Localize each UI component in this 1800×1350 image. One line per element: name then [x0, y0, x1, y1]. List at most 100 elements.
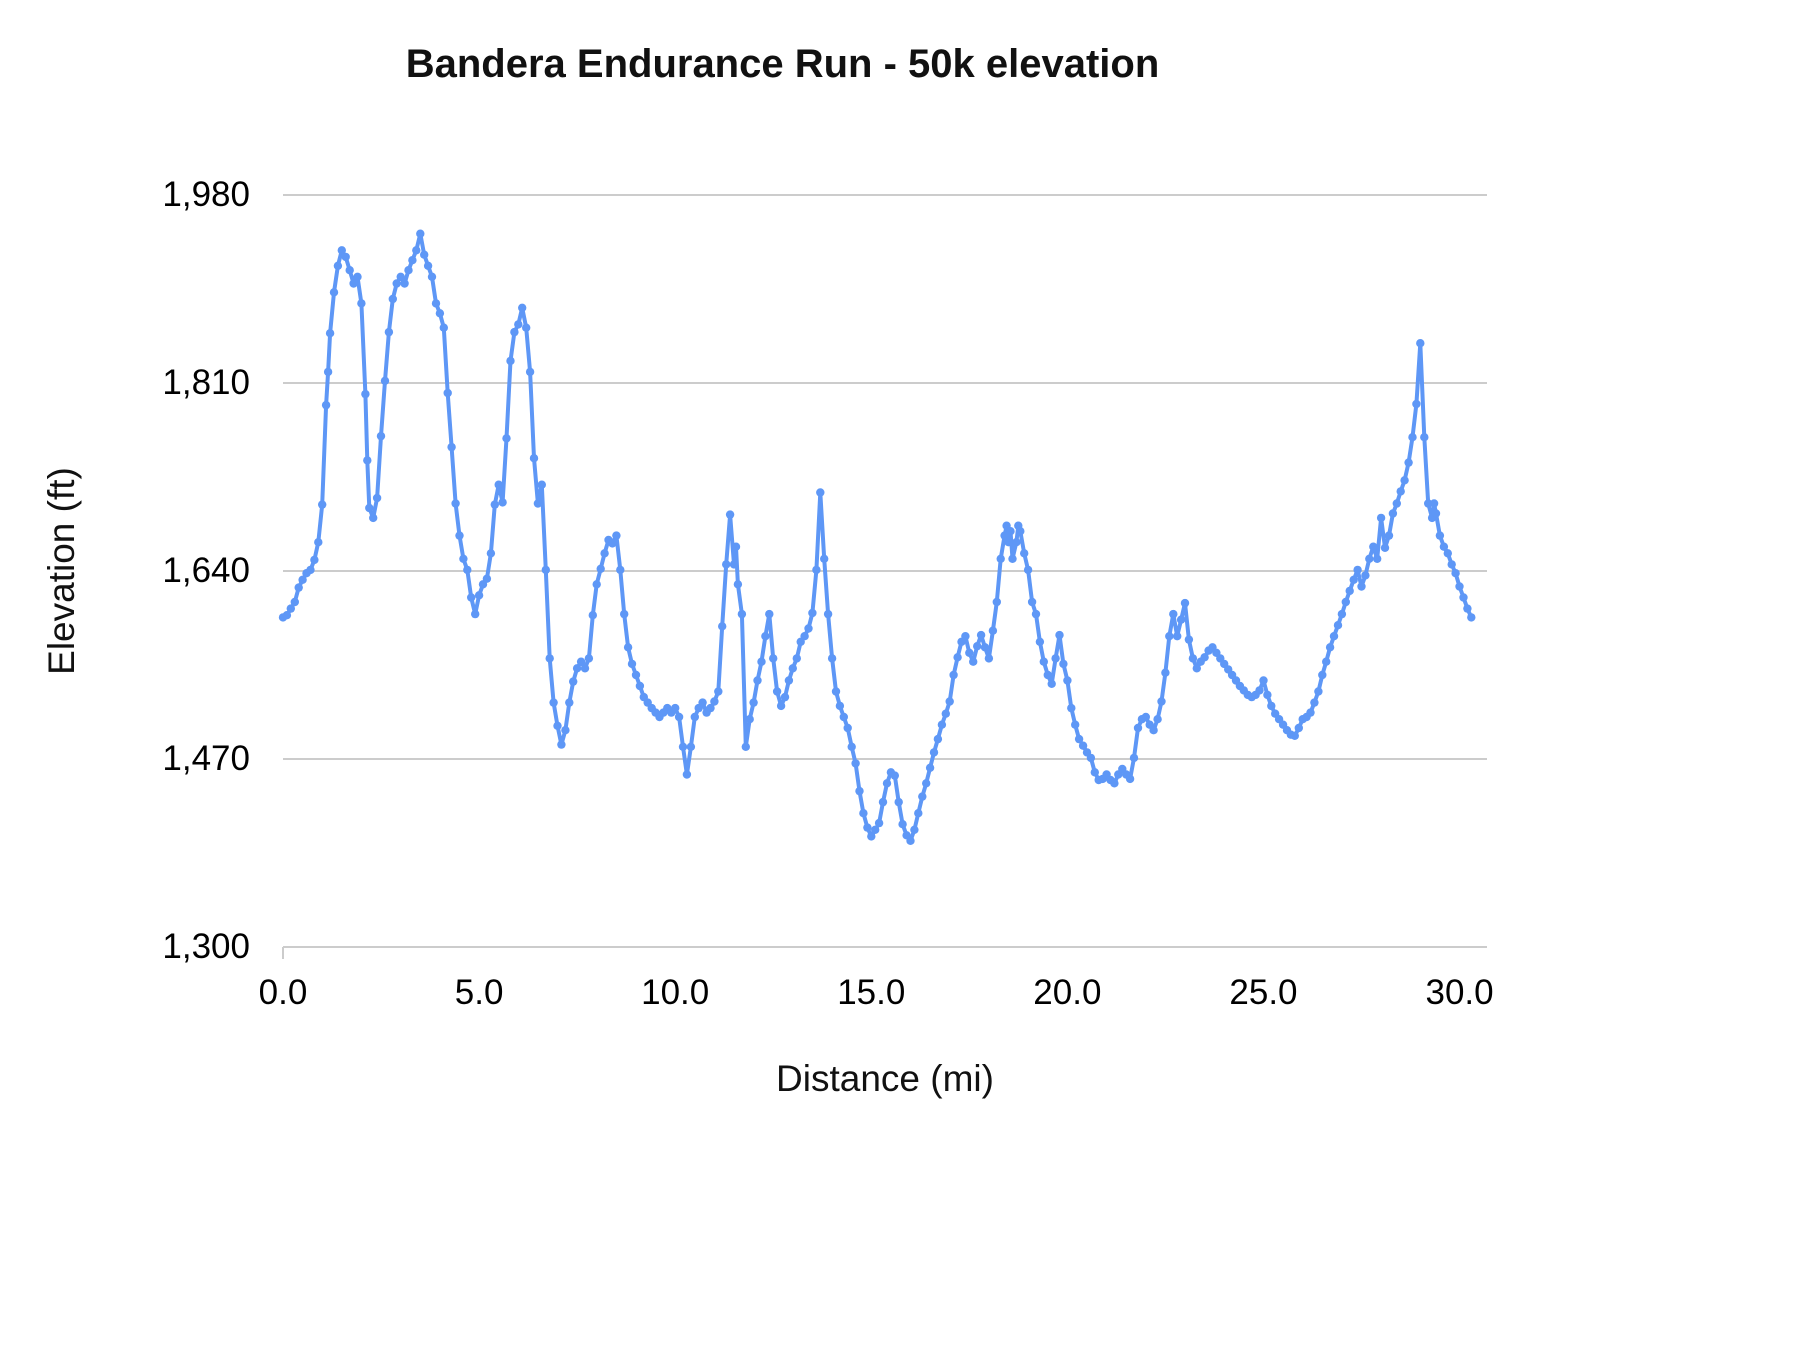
series-point	[631, 670, 641, 680]
series-point	[580, 664, 590, 673]
series-point	[1031, 609, 1041, 619]
series-point	[725, 510, 735, 519]
y-tick-label: 1,470	[162, 739, 250, 778]
series-point	[894, 797, 903, 807]
series-point	[553, 721, 562, 730]
series-point	[941, 709, 950, 718]
series-point	[435, 309, 445, 318]
series-point	[408, 256, 417, 265]
series-point	[682, 770, 692, 779]
x-tick-label: 25.0	[1229, 973, 1298, 1012]
series-point	[423, 261, 433, 270]
series-point	[1055, 630, 1064, 640]
series-point	[761, 632, 770, 641]
series-point	[718, 622, 727, 631]
series-point	[1314, 687, 1323, 696]
series-point	[800, 632, 809, 641]
series-point	[1059, 659, 1068, 669]
series-point	[365, 503, 374, 513]
series-point	[1063, 676, 1072, 685]
series-point	[1408, 433, 1417, 442]
series-point	[404, 266, 413, 275]
series-point	[973, 642, 982, 651]
series-point	[1325, 643, 1335, 652]
series-point	[306, 565, 315, 575]
series-point	[1290, 731, 1300, 740]
series-point	[282, 611, 292, 620]
series-point	[1016, 527, 1025, 536]
series-point	[1318, 670, 1327, 680]
series-point	[731, 542, 741, 551]
series-point	[592, 580, 601, 589]
series-point	[874, 818, 884, 828]
series-point	[1392, 499, 1402, 508]
series-point	[678, 742, 688, 751]
series-point	[690, 712, 699, 722]
series-point	[427, 272, 437, 281]
series-point	[1067, 703, 1076, 713]
series-point	[451, 499, 460, 508]
series-point	[792, 654, 801, 663]
series-point	[765, 609, 774, 619]
series-point	[616, 565, 625, 575]
series-point	[1157, 697, 1166, 706]
x-tick-label: 5.0	[454, 973, 504, 1012]
series-point	[772, 687, 782, 696]
series-point	[572, 664, 582, 673]
series-point	[1424, 499, 1433, 508]
series-point	[816, 488, 825, 497]
series-point	[576, 657, 586, 666]
series-point	[627, 659, 637, 669]
series-point	[482, 574, 492, 583]
series-point	[914, 809, 923, 818]
series-point	[831, 687, 841, 696]
series-point	[855, 786, 864, 796]
series-point	[490, 500, 499, 509]
series-point	[745, 715, 754, 724]
series-point	[1039, 657, 1049, 666]
series-point	[1353, 565, 1362, 575]
series-point	[945, 697, 954, 706]
series-point	[1443, 549, 1453, 558]
series-point	[1373, 554, 1382, 563]
series-point	[1337, 609, 1347, 619]
series-point	[1384, 531, 1394, 540]
series-point	[439, 323, 448, 332]
series-point	[729, 560, 739, 569]
series-point	[1090, 768, 1100, 777]
series-point	[910, 825, 919, 834]
series-point	[321, 400, 331, 410]
series-point	[518, 303, 527, 312]
series-point	[965, 648, 974, 657]
series-point	[333, 261, 343, 270]
series-point	[522, 323, 531, 332]
series-point	[1376, 513, 1386, 523]
series-point	[447, 442, 456, 452]
series-point	[294, 583, 303, 592]
series-point	[1110, 779, 1119, 788]
series-point	[733, 580, 743, 589]
series-point	[463, 565, 472, 575]
series-point	[1361, 571, 1370, 580]
series-point	[1396, 487, 1405, 496]
series-point	[1047, 679, 1056, 688]
series-point	[823, 609, 833, 619]
series-point	[1129, 753, 1139, 763]
series-point	[1357, 582, 1366, 591]
series-point	[549, 698, 558, 707]
series-point	[1404, 458, 1413, 467]
series-point	[298, 575, 307, 584]
series-point	[1431, 509, 1441, 518]
series-point	[400, 279, 409, 288]
series-point	[722, 560, 731, 569]
series-point	[565, 698, 574, 707]
series-point	[1027, 597, 1037, 607]
series-point	[1420, 433, 1429, 442]
series-point	[980, 643, 990, 652]
series-point	[529, 454, 539, 463]
series-point	[323, 367, 333, 377]
series-point	[1255, 686, 1264, 695]
series-point	[537, 480, 546, 489]
